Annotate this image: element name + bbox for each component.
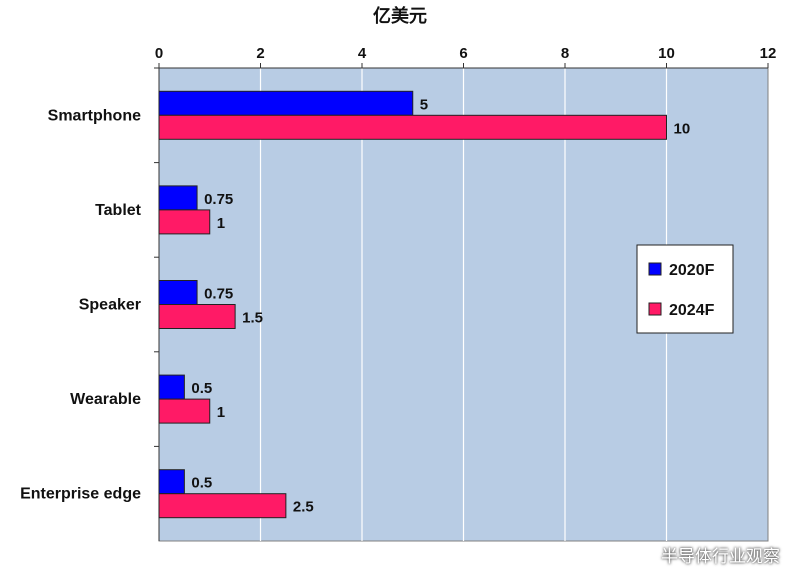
bar-2020f xyxy=(158,374,185,400)
watermark-text: 半导体行业观察 xyxy=(661,547,780,567)
x-tick-label: 10 xyxy=(658,45,675,62)
bar-2020f xyxy=(158,469,185,495)
data-label: 2.5 xyxy=(293,499,314,516)
watermark: 半导体行业观察 xyxy=(629,542,780,567)
x-tick-label: 6 xyxy=(459,45,467,62)
bar-2024f xyxy=(158,114,667,140)
chart-unit-title: 亿美元 xyxy=(373,6,427,27)
legend-swatch xyxy=(648,262,662,276)
data-label: 1 xyxy=(217,404,225,421)
legend-box xyxy=(636,244,734,334)
data-label: 0.75 xyxy=(204,286,233,303)
data-label: 1.5 xyxy=(242,310,263,327)
bar-2024f xyxy=(158,209,211,235)
data-label: 0.5 xyxy=(191,380,212,397)
legend-swatch xyxy=(648,302,662,316)
wechat-icon xyxy=(629,544,655,564)
bar-2020f xyxy=(158,280,198,305)
bar-2024f xyxy=(158,493,287,519)
data-label: 1 xyxy=(217,215,225,232)
legend-label: 2020F xyxy=(669,262,715,279)
category-label: Enterprise edge xyxy=(20,486,141,503)
data-label: 0.75 xyxy=(204,191,233,208)
data-label: 10 xyxy=(674,120,691,137)
x-tick-label: 2 xyxy=(256,45,264,62)
data-label: 0.5 xyxy=(191,475,212,492)
category-label: Speaker xyxy=(79,297,141,314)
x-tick-label: 0 xyxy=(155,45,163,62)
bar-2024f xyxy=(158,398,211,424)
data-label: 5 xyxy=(420,96,428,113)
category-label: Wearable xyxy=(70,391,141,408)
x-tick-label: 12 xyxy=(760,45,777,62)
legend-label: 2024F xyxy=(669,302,715,319)
category-label: Tablet xyxy=(95,202,142,219)
x-tick-label: 4 xyxy=(358,45,367,62)
bar-2024f xyxy=(158,304,236,329)
bar-2020f xyxy=(158,185,198,211)
x-tick-label: 8 xyxy=(561,45,569,62)
bar-2020f xyxy=(158,90,414,116)
category-label: Smartphone xyxy=(48,107,141,124)
